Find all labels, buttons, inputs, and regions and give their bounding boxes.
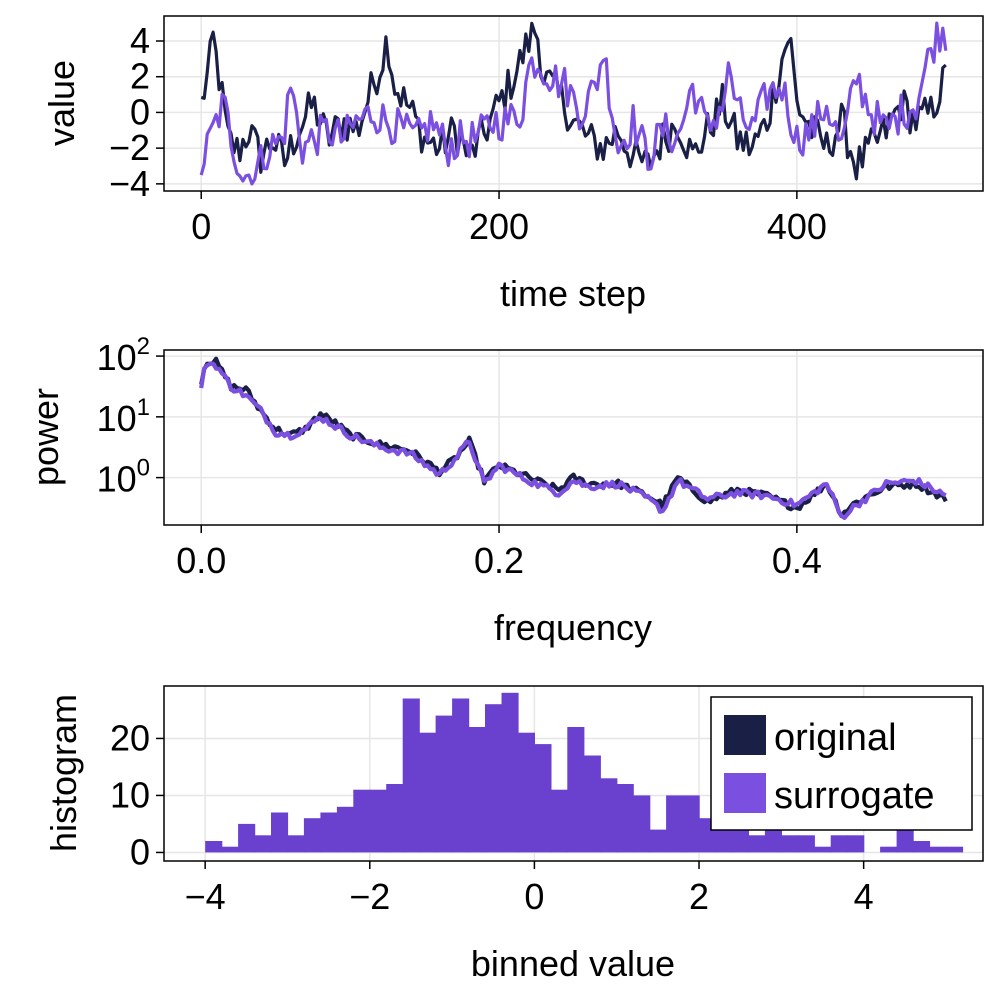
histogram-bar <box>764 829 782 853</box>
histogram-bar <box>517 732 535 853</box>
histogram-bar <box>797 835 815 853</box>
histogram-bar <box>452 698 470 853</box>
y-tick-label: 20 <box>110 717 150 758</box>
histogram-bar <box>814 846 832 853</box>
histogram-bar <box>287 835 305 853</box>
y-tick-label: 0 <box>130 91 150 132</box>
x-tick-label: 0 <box>524 876 544 917</box>
x-tick-label: 0.0 <box>176 540 226 581</box>
histogram-bar <box>583 755 601 853</box>
histogram-bar <box>946 846 964 853</box>
legend-label-original: original <box>774 717 897 759</box>
histogram-bar <box>353 789 371 853</box>
histogram-bar <box>303 818 321 853</box>
histogram-bar <box>847 835 865 853</box>
histogram-bar <box>435 715 453 853</box>
y-tick-label: 10 <box>110 774 150 815</box>
y-tick-label: 2 <box>130 56 150 97</box>
legend-swatch-surrogate <box>724 773 766 813</box>
histogram-bar <box>913 841 931 853</box>
x-tick-label: 2 <box>689 876 709 917</box>
histogram-bar <box>830 835 848 853</box>
y-tick-label: 0 <box>130 831 150 872</box>
legend-swatch-original <box>724 715 766 755</box>
x-tick-label: −2 <box>349 876 390 917</box>
histogram-bar <box>468 727 486 853</box>
x-axis-label: frequency <box>494 607 652 648</box>
plot-frame <box>163 685 984 862</box>
x-axis-label: binned value <box>471 943 675 984</box>
y-tick-label: 100 <box>97 455 150 500</box>
x-tick-label: −4 <box>185 876 226 917</box>
panel-histogram: −4 −2 0 2 4 0 10 20 binned value histogram ori… <box>43 685 984 984</box>
histogram-bar <box>254 835 272 853</box>
legend: original surrogate <box>710 696 973 831</box>
y-tick-label: 4 <box>130 20 150 61</box>
histogram-bar <box>419 732 437 853</box>
histogram-bar <box>501 692 519 853</box>
histogram-bar <box>534 744 552 853</box>
histogram-bar <box>880 846 898 853</box>
x-axis-label: time step <box>500 273 646 314</box>
histogram-bar <box>402 698 420 853</box>
histogram-bar <box>616 784 634 853</box>
x-tick-label: 0.2 <box>474 540 524 581</box>
legend-label-surrogate: surrogate <box>774 775 935 817</box>
histogram-bar <box>649 829 667 853</box>
histogram-bar <box>336 806 354 853</box>
y-axis-label: power <box>25 388 66 486</box>
histogram-bar <box>485 704 503 853</box>
y-axis-label: histogram <box>43 694 84 852</box>
y-tick-label: −2 <box>109 127 150 168</box>
histogram-bar <box>221 846 239 853</box>
histogram-bar <box>271 812 289 853</box>
x-tick-label: 400 <box>767 206 827 247</box>
histogram-bar <box>682 795 700 853</box>
histogram-bar <box>633 795 651 853</box>
plot-frame <box>163 349 984 526</box>
histogram-bar <box>550 789 568 853</box>
x-tick-label: 0 <box>191 206 211 247</box>
histogram-bar <box>748 835 766 853</box>
histogram-bar <box>929 846 947 853</box>
histogram-bar <box>781 835 799 853</box>
series-line-original <box>199 356 948 519</box>
y-tick-label: −4 <box>109 163 150 204</box>
histogram-bar <box>205 841 223 853</box>
histogram-bar <box>600 778 618 853</box>
series-line-surrogate <box>199 21 948 186</box>
y-tick-label: 101 <box>97 394 150 439</box>
y-tick-label: 102 <box>97 333 150 378</box>
histogram-bar <box>896 823 914 853</box>
series-line-original <box>200 21 947 181</box>
histogram-bar <box>238 823 256 853</box>
panel-power-spectrum: 0.0 0.2 0.4 100 101 102 frequency power <box>25 333 984 648</box>
x-tick-label: 0.4 <box>772 540 822 581</box>
x-tick-label: 4 <box>854 876 874 917</box>
plot-frame <box>163 15 984 192</box>
series-line-surrogate <box>199 361 947 521</box>
histogram-bar <box>369 789 387 853</box>
x-tick-label: 200 <box>469 206 529 247</box>
histogram-bar <box>567 727 585 853</box>
histogram-bar <box>666 795 684 853</box>
histogram-bar <box>320 812 338 853</box>
y-axis-label: value <box>41 60 82 146</box>
histogram-bar <box>386 784 404 853</box>
